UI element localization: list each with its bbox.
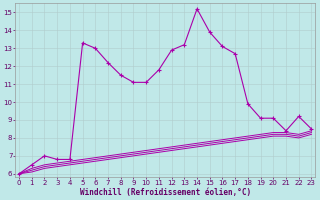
X-axis label: Windchill (Refroidissement éolien,°C): Windchill (Refroidissement éolien,°C) [80, 188, 251, 197]
